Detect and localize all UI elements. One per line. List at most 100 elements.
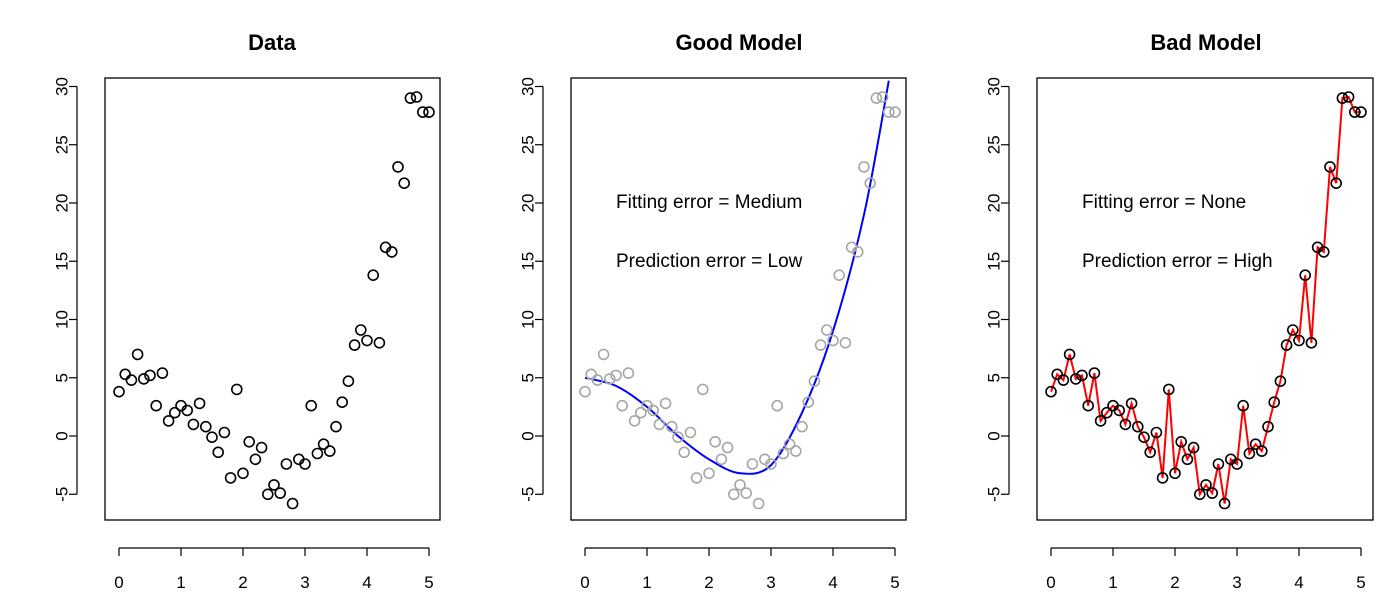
data-point [423,106,435,118]
y-tick-label: 5 [53,373,72,382]
data-point [1287,324,1299,336]
data-point [212,446,224,459]
data-point [789,445,802,457]
data-point [746,458,759,470]
data-point [1256,445,1268,457]
data-point [1101,406,1113,419]
data-point [765,458,777,470]
data-point [404,92,417,104]
data-point [1119,418,1132,431]
data-point [1057,374,1070,386]
data-point [1293,334,1305,347]
x-tick-label: 2 [1170,573,1179,592]
data-point [1063,348,1076,361]
data-point [1280,339,1293,351]
data-point [1249,438,1262,451]
y-tick-label: 15 [985,252,1004,271]
data-point [678,446,691,459]
x-tick-label: 0 [114,573,123,592]
data-point [181,404,193,417]
data-point [1070,373,1082,385]
data-point [851,246,864,258]
chart-title: Good Model [675,30,802,55]
data-point [125,374,138,386]
data-point [647,404,660,417]
data-point [1132,420,1144,433]
data-point [1144,446,1156,459]
data-point [317,438,330,451]
data-point [1076,369,1088,382]
data-point [833,269,846,282]
data-point [261,488,274,501]
data-point [119,368,131,381]
data-point [1299,269,1311,282]
data-point [138,373,150,385]
data-point [218,426,231,439]
y-tick-label: 5 [519,373,538,382]
data-point [1187,441,1200,454]
data-point [727,488,740,501]
data-point [410,91,423,103]
data-point [280,458,293,470]
data-point [796,420,808,433]
y-tick-label: 10 [985,310,1004,329]
data-point [721,441,734,454]
data-point [814,339,827,351]
data-point [1268,396,1280,409]
data-point [616,399,629,412]
data-point [827,334,839,347]
plot-frame [570,77,907,521]
data-point [591,374,604,386]
data-point [305,399,318,412]
data-point [1082,399,1094,412]
data-point [628,415,641,427]
data-point [342,375,355,388]
y-tick-label: -5 [519,487,538,502]
data-point [237,467,249,480]
y-tick-label: -5 [53,487,72,502]
y-tick-label: 20 [985,194,1004,213]
fitting-error-annotation: Fitting error = None [1082,192,1246,213]
data-point [889,106,901,118]
x-tick-label: 1 [176,573,185,592]
x-tick-label: 0 [1046,573,1055,592]
data-point [206,431,218,444]
data-point [1206,487,1218,499]
chart-title: Bad Model [1150,30,1261,55]
data-point [150,399,162,412]
data-point [1113,404,1125,417]
data-point [684,426,697,439]
data-point [839,336,852,349]
data-point [653,418,666,431]
data-point [231,383,243,396]
y-tick-label: 20 [519,194,538,213]
data-point [323,445,336,457]
fitting-error-annotation: Fitting error = Medium [616,192,802,213]
x-tick-label: 2 [704,573,713,592]
data-point [243,435,255,448]
data-point [1138,431,1150,444]
y-tick-label: 15 [53,252,72,271]
data-point [330,420,342,433]
y-tick-label: 25 [53,135,72,154]
data-point [144,369,156,382]
x-tick-label: 3 [1232,573,1241,592]
data-point [1342,91,1355,103]
x-tick-label: 4 [362,573,371,592]
data-point [286,497,299,510]
data-point [1156,472,1169,484]
data-point [882,106,895,118]
data-point [1051,368,1063,381]
data-point [1088,367,1101,379]
data-point [771,399,784,412]
plot-frame [1036,77,1374,521]
y-tick-label: 25 [985,135,1004,154]
y-tick-label: 10 [519,310,538,329]
data-point [169,406,181,419]
data-point [255,441,268,454]
data-point [1349,106,1361,118]
data-point [398,177,411,189]
data-point [579,385,591,398]
data-point [876,91,889,103]
